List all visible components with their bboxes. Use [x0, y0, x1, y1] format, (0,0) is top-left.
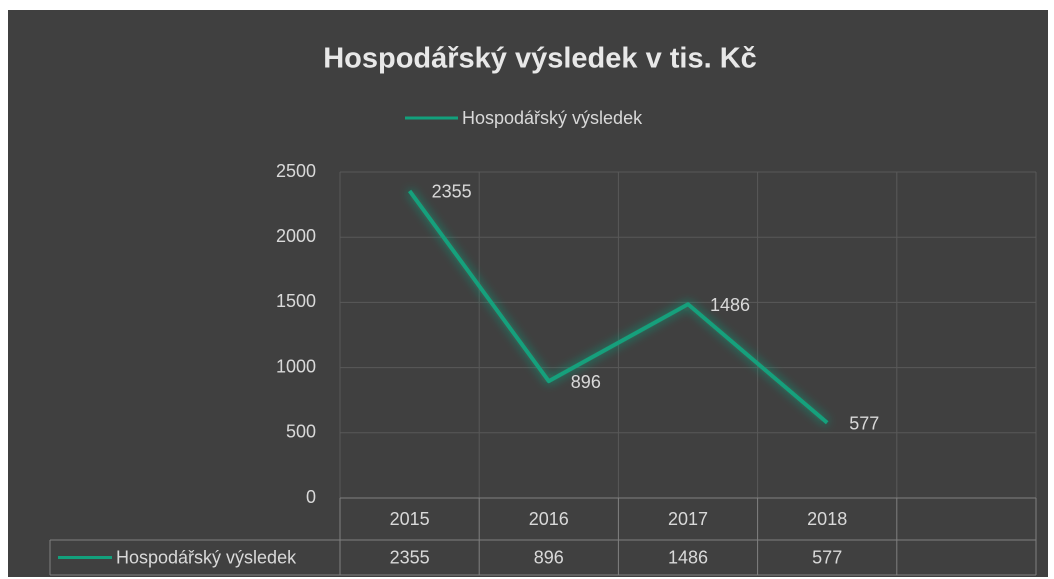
table-value: 896 [534, 547, 564, 567]
y-tick-label: 0 [306, 487, 316, 507]
x-tick-label: 2015 [390, 509, 430, 529]
table-value: 1486 [668, 547, 708, 567]
y-tick-label: 2000 [276, 226, 316, 246]
data-label: 896 [571, 372, 601, 392]
table-series-name: Hospodářský výsledek [116, 547, 297, 567]
x-tick-label: 2016 [529, 509, 569, 529]
chart-title: Hospodářský výsledek v tis. Kč [323, 43, 757, 75]
y-tick-label: 2500 [276, 161, 316, 181]
y-tick-label: 1000 [276, 356, 316, 376]
data-label: 2355 [432, 182, 472, 202]
data-label: 577 [849, 414, 879, 434]
y-tick-label: 1500 [276, 291, 316, 311]
x-tick-label: 2017 [668, 509, 708, 529]
table-value: 577 [812, 547, 842, 567]
legend-label: Hospodářský výsledek [462, 108, 643, 128]
data-line [407, 189, 829, 425]
chart-background [8, 10, 1048, 577]
table-value: 2355 [390, 547, 430, 567]
data-label: 1486 [710, 295, 750, 315]
x-tick-label: 2018 [807, 509, 847, 529]
y-tick-label: 500 [286, 422, 316, 442]
